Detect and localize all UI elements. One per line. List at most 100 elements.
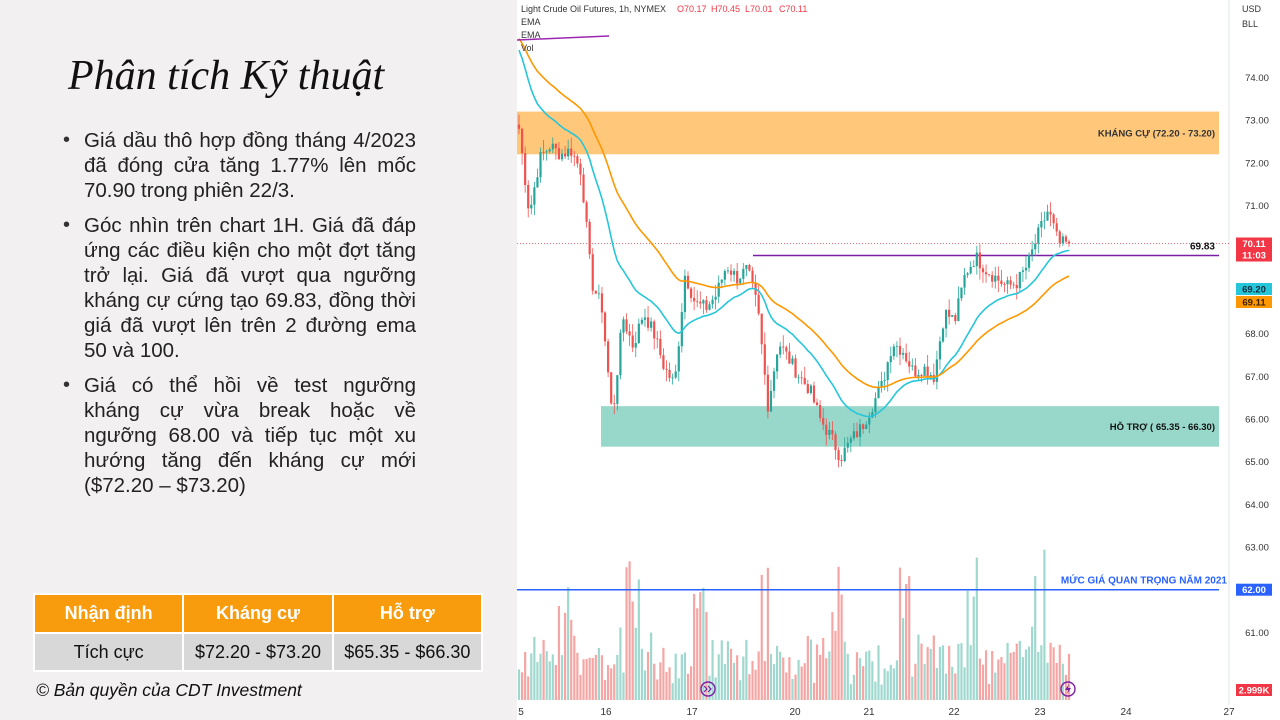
volume-bar <box>643 670 647 700</box>
candle <box>1061 233 1064 247</box>
candle-body <box>563 153 567 157</box>
volume-bar <box>1067 653 1071 700</box>
candle <box>536 168 539 188</box>
candle <box>862 423 865 434</box>
price-scale[interactable]: 74.0073.0072.0071.0070.0069.0068.0067.00… <box>1236 73 1272 697</box>
candle <box>729 264 733 282</box>
volume-bar <box>613 664 616 700</box>
candle-body <box>883 380 886 381</box>
cell-support: $65.35 - $66.30 <box>331 632 484 672</box>
candle-body <box>782 346 785 348</box>
candle <box>1003 281 1006 293</box>
volume-bar <box>871 661 874 700</box>
ema-50-line[interactable] <box>518 49 1070 418</box>
candle <box>809 383 812 395</box>
candle-body <box>560 153 564 160</box>
ema-100-line[interactable] <box>518 38 1070 389</box>
candle-body <box>573 155 576 157</box>
resistance-zone[interactable] <box>517 111 1219 155</box>
volume-bar <box>1012 651 1015 700</box>
volume-bar <box>843 641 846 700</box>
candle-body <box>723 271 726 280</box>
candle-body <box>739 278 742 284</box>
candle <box>517 114 521 135</box>
volume-bar <box>640 648 644 700</box>
candle <box>954 312 957 325</box>
candle <box>705 296 708 313</box>
volume-bar <box>858 658 862 700</box>
candle <box>760 313 763 355</box>
volume-bar <box>702 587 705 700</box>
volume-bar <box>748 674 751 700</box>
candle-body <box>1040 221 1043 228</box>
indicator-vol[interactable]: Vol <box>521 43 534 53</box>
candle-body <box>868 417 871 425</box>
candle-body <box>622 319 625 333</box>
candle-body <box>714 296 717 300</box>
candle-body <box>1064 236 1068 242</box>
volume-bar <box>895 660 899 700</box>
candle <box>1037 223 1040 254</box>
volume-bar <box>754 669 757 700</box>
candle-body <box>901 353 905 355</box>
replay-icon[interactable] <box>700 681 716 697</box>
volume-bar <box>671 683 674 700</box>
candle <box>1040 212 1043 238</box>
candle-body <box>769 390 773 412</box>
volume-bar <box>1015 643 1018 700</box>
header-support: Hỗ trợ <box>331 593 484 634</box>
candle <box>858 418 862 447</box>
volume-bar <box>794 674 797 700</box>
bullet-text: Góc nhìn trên chart 1H. Giá đã đáp ứng c… <box>84 214 416 362</box>
volume-bar <box>1037 651 1040 700</box>
volume-bar <box>929 648 932 700</box>
summary-table: Nhận định Kháng cự Hỗ trợ Tích cực $72.2… <box>32 593 484 672</box>
volume-bar <box>966 590 969 700</box>
indicator-ema-2[interactable]: EMA <box>521 30 541 40</box>
price-chart[interactable]: KHÁNG CỰ (72.20 - 73.20) HỖ TRỢ ( 65.35 -… <box>517 0 1280 720</box>
bullet-dot-icon: • <box>63 214 71 236</box>
lightning-icon[interactable] <box>1060 681 1076 697</box>
y-tick-label: 68.00 <box>1245 329 1269 340</box>
candle <box>610 371 613 405</box>
candle-body <box>1021 270 1025 272</box>
candle <box>622 316 625 342</box>
candle-body <box>671 377 674 379</box>
x-tick-label: 24 <box>1120 707 1132 718</box>
ema-tag[interactable]: 69.20 <box>1236 283 1272 296</box>
time-axis[interactable]: 5 16 17 20 21 22 23 24 27 <box>518 707 1235 718</box>
candle <box>991 271 994 288</box>
candle <box>677 341 680 382</box>
volume-bar <box>732 662 736 700</box>
volume-bar <box>951 666 954 700</box>
key-level-tag[interactable]: 62.00 <box>1236 583 1272 597</box>
y-tick-label: 71.00 <box>1245 201 1269 212</box>
ema-tag[interactable]: 69.11 <box>1236 296 1272 309</box>
candle <box>650 317 653 332</box>
candle-body <box>554 143 557 149</box>
volume-bar <box>1034 575 1037 700</box>
candle-body <box>548 149 551 152</box>
volume-tag[interactable]: 2.999K <box>1236 684 1272 697</box>
candle <box>972 260 975 268</box>
candle-body <box>634 342 637 348</box>
candle-body <box>600 293 604 313</box>
candle-body <box>938 341 942 360</box>
candle <box>831 421 834 440</box>
candle <box>1021 266 1025 282</box>
volume-bar <box>865 651 868 700</box>
support-zone[interactable] <box>601 406 1219 447</box>
candle-body <box>889 356 892 363</box>
candle-body <box>659 338 662 356</box>
indicator-ema-1[interactable]: EMA <box>521 17 541 27</box>
candle-body <box>582 174 585 203</box>
drawn-trendline[interactable] <box>517 35 610 41</box>
candle-body <box>557 148 561 160</box>
candle-body <box>1067 241 1071 244</box>
header-resistance: Kháng cự <box>182 593 334 634</box>
candle-body <box>650 321 653 328</box>
candle-body <box>871 412 874 418</box>
candle-body <box>717 282 720 297</box>
candle-body <box>914 365 917 377</box>
